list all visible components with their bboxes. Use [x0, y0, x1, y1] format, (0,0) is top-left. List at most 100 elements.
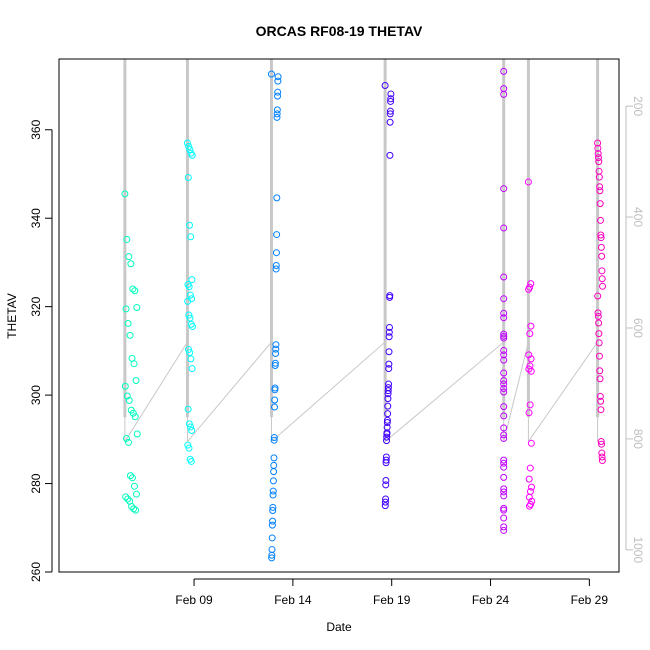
profile-band — [502, 59, 506, 418]
data-point — [500, 388, 508, 396]
data-point — [126, 472, 134, 480]
data-point — [383, 416, 391, 424]
data-point — [273, 231, 281, 239]
data-point — [598, 252, 606, 260]
profile-band — [383, 59, 387, 418]
x-tick-label: Feb 09 — [175, 593, 213, 607]
data-point — [187, 233, 195, 241]
data-point — [596, 392, 604, 400]
profile-band — [526, 59, 530, 418]
data-point — [525, 365, 533, 373]
data-point — [500, 485, 508, 493]
data-point — [526, 502, 534, 510]
data-point — [381, 502, 389, 510]
data-point — [500, 369, 508, 377]
data-point — [385, 328, 393, 336]
data-point — [525, 475, 533, 483]
data-point — [382, 456, 390, 464]
data-point — [596, 200, 604, 208]
data-point — [594, 150, 602, 158]
data-point — [500, 514, 508, 522]
data-point — [268, 554, 276, 562]
data-point — [595, 339, 603, 347]
data-point — [274, 77, 282, 85]
data-point — [500, 473, 508, 481]
data-point — [188, 323, 196, 331]
data-point — [384, 395, 392, 403]
data-point — [383, 419, 391, 427]
data-point — [185, 143, 193, 151]
data-point — [500, 224, 508, 232]
data-point — [271, 359, 279, 367]
y-tick-label: 320 — [29, 296, 43, 316]
data-point — [274, 73, 282, 81]
data-point — [381, 498, 389, 506]
data-point — [131, 287, 139, 295]
data-point — [129, 285, 137, 293]
data-point — [500, 431, 508, 439]
data-point — [383, 437, 391, 445]
data-point — [268, 534, 276, 542]
data-point — [384, 390, 392, 398]
data-point — [270, 454, 278, 462]
data-point — [133, 430, 141, 438]
data-point — [597, 397, 605, 405]
data-point — [500, 526, 508, 534]
data-point — [383, 423, 391, 431]
data-point — [500, 456, 508, 464]
data-point — [186, 291, 194, 299]
x-tick-label: Feb 24 — [472, 593, 510, 607]
plot-frame — [58, 58, 620, 573]
data-point — [594, 312, 602, 320]
y-tick-label: 300 — [29, 385, 43, 405]
data-point — [500, 412, 508, 420]
data-point — [122, 305, 130, 313]
data-point — [525, 351, 533, 359]
data-point — [129, 409, 137, 417]
data-point — [274, 88, 282, 96]
x-tick-label: Feb 19 — [373, 593, 411, 607]
data-point — [270, 436, 278, 444]
data-point — [525, 409, 533, 417]
y-tick-label: 360 — [29, 119, 43, 139]
data-point — [268, 551, 276, 559]
data-point — [594, 144, 602, 152]
data-point — [382, 495, 390, 503]
x-tick-label: Feb 29 — [571, 593, 609, 607]
y2-tick-label: 800 — [631, 429, 645, 449]
y-tick-label: 340 — [29, 208, 43, 228]
data-point — [273, 106, 281, 114]
data-point — [121, 382, 129, 390]
data-point — [384, 402, 392, 410]
data-point — [187, 423, 195, 431]
data-point — [273, 113, 281, 121]
data-point — [500, 185, 508, 193]
data-point — [121, 190, 129, 198]
data-point — [596, 187, 604, 195]
data-point — [188, 276, 196, 284]
data-point — [124, 319, 132, 327]
data-point — [597, 438, 605, 446]
data-point — [132, 490, 140, 498]
data-point — [124, 438, 132, 446]
data-point — [269, 503, 277, 511]
data-point — [186, 146, 194, 154]
data-point — [273, 194, 281, 202]
data-point — [384, 387, 392, 395]
data-point — [386, 110, 394, 118]
data-point — [595, 330, 603, 338]
data-point — [527, 280, 535, 288]
data-point — [597, 231, 605, 239]
data-point — [382, 476, 390, 484]
data-point — [387, 97, 395, 105]
data-point — [385, 348, 393, 356]
data-point — [596, 183, 604, 191]
data-point — [185, 420, 193, 428]
data-point — [386, 151, 394, 159]
data-point — [272, 265, 280, 273]
data-point — [184, 346, 192, 354]
data-point — [596, 367, 604, 375]
data-point — [500, 424, 508, 432]
data-point — [594, 292, 602, 300]
data-point — [269, 491, 277, 499]
